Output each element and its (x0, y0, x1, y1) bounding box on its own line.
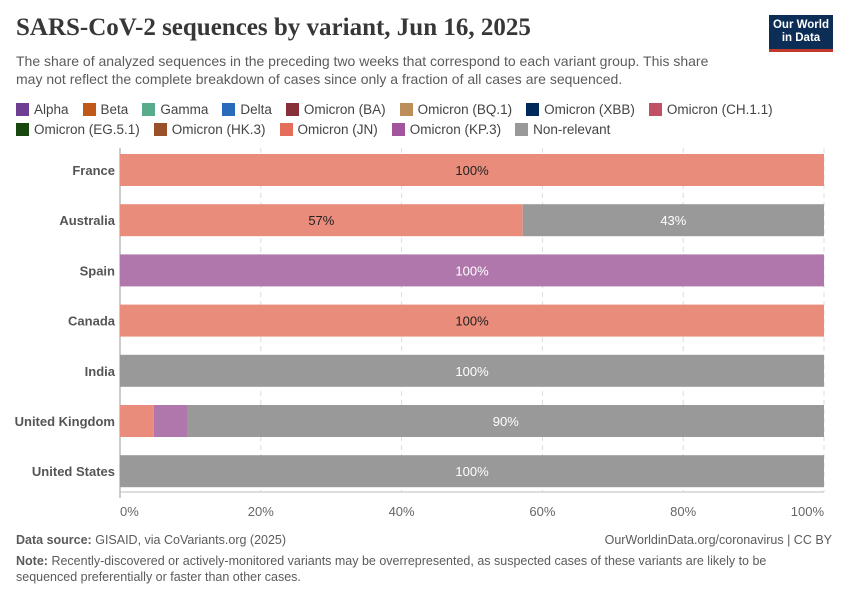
legend-item[interactable]: Delta (222, 101, 272, 118)
category-label: France (72, 163, 115, 178)
bar-segment (120, 455, 824, 488)
stacked-bar-chart: 0% 20% 40% 60% 80% 100% France 100% Australia 57%… (15, 148, 825, 519)
legend-label: Omicron (BQ.1) (417, 102, 513, 117)
legend-label: Omicron (CH.1.1) (666, 102, 773, 117)
legend-swatch (153, 123, 167, 136)
x-tick-label: 0% (120, 504, 139, 519)
note-text: Recently-discovered or actively-monitore… (16, 554, 767, 584)
legend-item[interactable]: Non-relevant (515, 121, 610, 138)
legend-swatch (16, 123, 29, 136)
x-tick-label: 20% (248, 504, 274, 519)
legend-swatch (142, 103, 156, 116)
footer-note: Note: Recently-discovered or actively-mo… (16, 553, 816, 585)
data-label: 100% (455, 464, 489, 479)
legend-swatch (285, 103, 299, 116)
legend-swatch (648, 103, 662, 116)
legend-item[interactable]: Gamma (142, 101, 208, 118)
category-label: Canada (68, 314, 116, 329)
legend-swatch (279, 123, 293, 136)
legend-swatch (399, 103, 413, 116)
data-label: 100% (455, 314, 489, 329)
legend-label: Omicron (HK.3) (171, 122, 266, 137)
legend-swatch (16, 103, 29, 116)
legend-swatch (391, 123, 405, 136)
legend-swatch (82, 103, 96, 116)
x-tick-label: 80% (670, 504, 696, 519)
category-label: United Kingdom (15, 414, 115, 429)
legend-label: Non-relevant (533, 122, 611, 137)
data-source-label: Data source: (16, 533, 92, 547)
legend-label: Omicron (XBB) (544, 102, 635, 117)
category-label: United States (32, 464, 115, 479)
bar-segment (153, 405, 188, 437)
legend-label: Delta (240, 102, 272, 117)
x-tick-label: 100% (791, 504, 825, 519)
legend-label: Omicron (BA) (303, 102, 386, 117)
legend-swatch (222, 103, 236, 116)
legend-item[interactable]: Alpha (16, 101, 69, 118)
bar-segment (120, 204, 523, 237)
legend-label: Gamma (160, 102, 209, 117)
legend-label: Omicron (JN) (297, 122, 378, 137)
chart-subtitle: The share of analyzed sequences in the p… (16, 53, 709, 87)
bar-segment (120, 304, 824, 337)
legend-item[interactable]: Omicron (JN) (279, 121, 378, 138)
legend-swatch (515, 123, 529, 136)
bar-segment (120, 154, 824, 186)
chart-legend: Alpha Beta Gamma Delta Omicron (BA) Omicron (… (16, 101, 836, 138)
legend-label: Omicron (KP.3) (409, 122, 502, 137)
legend-item[interactable]: Beta (82, 101, 129, 118)
legend-item[interactable]: Omicron (BA) (285, 101, 386, 118)
bar-segment (120, 254, 824, 287)
data-label: 90% (493, 414, 519, 429)
bar-segment (187, 405, 825, 437)
x-tick-label: 60% (529, 504, 555, 519)
owid-logo[interactable]: Our World in Data (769, 15, 833, 52)
data-label: 100% (455, 163, 489, 178)
data-source-text[interactable]: GISAID, via CoVariants.org (2025) (95, 533, 287, 547)
category-label: Australia (59, 213, 115, 228)
bar-segment (522, 204, 824, 237)
legend-label: Omicron (EG.5.1) (34, 122, 140, 137)
legend-item[interactable]: Omicron (HK.3) (153, 121, 266, 138)
legend-item[interactable]: Omicron (EG.5.1) (16, 121, 140, 138)
data-label: 57% (308, 213, 334, 228)
bar-segment (120, 405, 154, 437)
legend-swatch (526, 103, 540, 116)
data-label: 43% (660, 213, 686, 228)
data-source: Data source: GISAID, via CoVariants.org … (16, 533, 286, 547)
logo-line-1: Our World (772, 19, 829, 31)
legend-label: Beta (100, 102, 129, 117)
legend-item[interactable]: Omicron (XBB) (526, 101, 635, 118)
data-label: 100% (455, 364, 489, 379)
chart-title: SARS-CoV-2 sequences by variant, Jun 16,… (16, 14, 531, 41)
legend-label: Alpha (34, 102, 69, 117)
x-tick-label: 40% (389, 504, 415, 519)
logo-line-2: in Data (781, 32, 821, 44)
legend-item[interactable]: Omicron (CH.1.1) (648, 101, 773, 118)
category-label: Spain (80, 263, 115, 278)
note-label: Note: (16, 554, 48, 568)
category-label: India (85, 364, 116, 379)
legend-item[interactable]: Omicron (KP.3) (391, 121, 502, 138)
bar-segment (120, 354, 824, 387)
data-label: 100% (455, 263, 489, 278)
legend-item[interactable]: Omicron (BQ.1) (399, 101, 513, 118)
source-url[interactable]: OurWorldinData.org/coronavirus | CC BY (604, 533, 832, 547)
